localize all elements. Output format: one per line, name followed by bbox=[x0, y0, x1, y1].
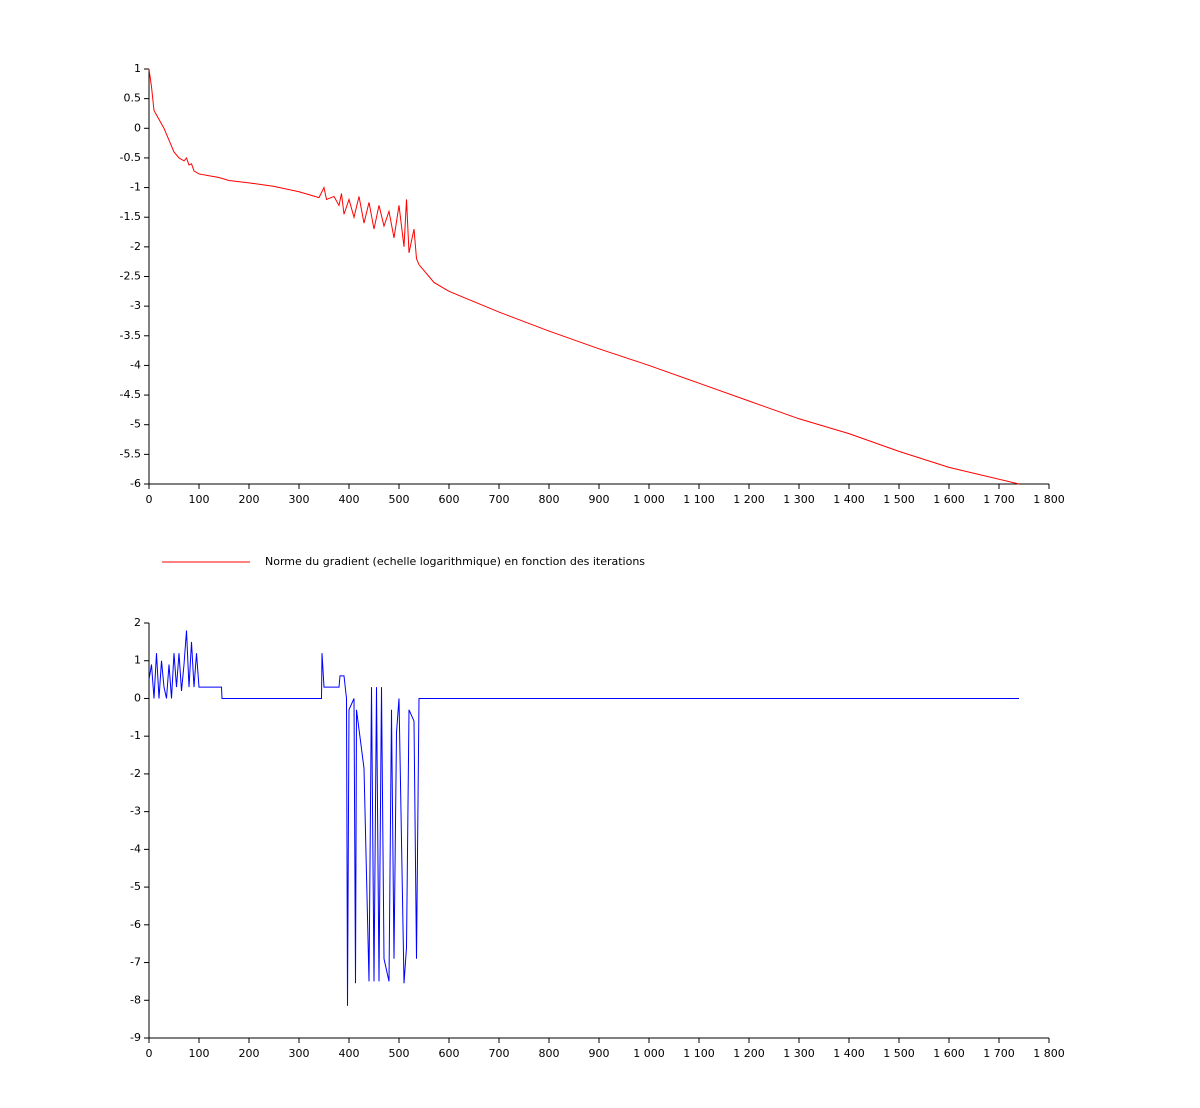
x-tick-label: 1 300 bbox=[783, 1047, 815, 1060]
x-tick-label: 1 600 bbox=[933, 1047, 965, 1060]
y-tick-label: 2 bbox=[134, 616, 141, 629]
x-tick-label: 1 800 bbox=[1033, 1047, 1065, 1060]
x-tick-label: 900 bbox=[589, 493, 610, 506]
x-tick-label: 1 200 bbox=[733, 1047, 765, 1060]
x-tick-label: 1 800 bbox=[1033, 493, 1065, 506]
x-tick-label: 1 000 bbox=[633, 493, 665, 506]
y-tick-label: -7 bbox=[130, 956, 141, 969]
x-tick-label: 500 bbox=[389, 493, 410, 506]
y-tick-label: 0.5 bbox=[124, 92, 142, 105]
x-tick-label: 600 bbox=[439, 493, 460, 506]
y-tick-label: -4.5 bbox=[120, 388, 141, 401]
y-tick-label: -3 bbox=[130, 299, 141, 312]
y-tick-label: -5 bbox=[130, 418, 141, 431]
x-tick-label: 700 bbox=[489, 493, 510, 506]
x-tick-label: 100 bbox=[189, 1047, 210, 1060]
y-tick-label: 1 bbox=[134, 654, 141, 667]
y-tick-label: -0.5 bbox=[120, 151, 141, 164]
y-tick-label: -2 bbox=[130, 240, 141, 253]
x-tick-label: 1 000 bbox=[633, 1047, 665, 1060]
data-line bbox=[148, 68, 1020, 485]
y-tick-label: -5 bbox=[130, 880, 141, 893]
y-tick-label: -4 bbox=[130, 358, 141, 371]
x-tick-label: 900 bbox=[589, 1047, 610, 1060]
x-tick-label: 1 700 bbox=[983, 493, 1015, 506]
x-tick-label: 800 bbox=[539, 1047, 560, 1060]
y-tick-label: 0 bbox=[134, 691, 141, 704]
y-tick-label: -1.5 bbox=[120, 210, 141, 223]
x-tick-label: 200 bbox=[239, 493, 260, 506]
y-tick-label: -4 bbox=[130, 842, 141, 855]
x-tick-label: 1 300 bbox=[783, 493, 815, 506]
x-tick-label: 1 700 bbox=[983, 1047, 1015, 1060]
x-tick-label: 300 bbox=[289, 493, 310, 506]
y-tick-label: -1 bbox=[130, 729, 141, 742]
y-tick-label: -6 bbox=[130, 477, 141, 490]
x-tick-label: 1 500 bbox=[883, 1047, 915, 1060]
y-tick-label: -2 bbox=[130, 767, 141, 780]
x-tick-label: 1 500 bbox=[883, 493, 915, 506]
y-tick-label: 1 bbox=[134, 62, 141, 75]
x-tick-label: 800 bbox=[539, 493, 560, 506]
x-tick-label: 1 400 bbox=[833, 1047, 865, 1060]
y-tick-label: -3.5 bbox=[120, 329, 141, 342]
y-tick-label: -1 bbox=[130, 181, 141, 194]
x-tick-label: 400 bbox=[339, 493, 360, 506]
legend-label: Norme du gradient (echelle logarithmique… bbox=[265, 555, 645, 568]
x-tick-label: 0 bbox=[146, 493, 153, 506]
y-tick-label: 0 bbox=[134, 121, 141, 134]
y-tick-label: -2.5 bbox=[120, 270, 141, 283]
x-tick-label: 100 bbox=[189, 493, 210, 506]
x-tick-label: 1 100 bbox=[683, 1047, 715, 1060]
x-tick-label: 1 400 bbox=[833, 493, 865, 506]
y-tick-label: -9 bbox=[130, 1031, 141, 1044]
x-tick-label: 600 bbox=[439, 1047, 460, 1060]
y-tick-label: -5.5 bbox=[120, 447, 141, 460]
x-tick-label: 1 100 bbox=[683, 493, 715, 506]
y-tick-label: -3 bbox=[130, 805, 141, 818]
x-tick-label: 400 bbox=[339, 1047, 360, 1060]
x-tick-label: 500 bbox=[389, 1047, 410, 1060]
data-line bbox=[148, 630, 1019, 1006]
x-tick-label: 300 bbox=[289, 1047, 310, 1060]
x-tick-label: 700 bbox=[489, 1047, 510, 1060]
y-tick-label: -8 bbox=[130, 993, 141, 1006]
y-tick-label: -6 bbox=[130, 918, 141, 931]
x-tick-label: 1 600 bbox=[933, 493, 965, 506]
x-tick-label: 0 bbox=[146, 1047, 153, 1060]
x-tick-label: 200 bbox=[239, 1047, 260, 1060]
x-tick-label: 1 200 bbox=[733, 493, 765, 506]
